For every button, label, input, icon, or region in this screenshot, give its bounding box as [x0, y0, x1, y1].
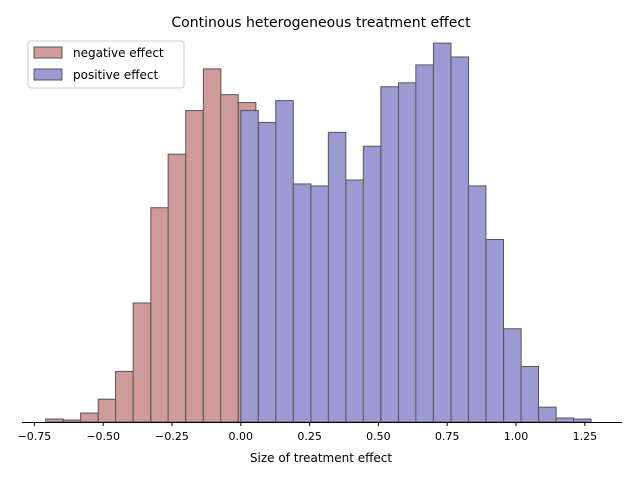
positive-bar-19 — [573, 418, 592, 423]
positive-bar-16 — [520, 365, 539, 423]
x-tick-label: −0.25 — [155, 430, 189, 443]
positive-bar-3 — [292, 183, 312, 423]
negative-bar-4 — [115, 370, 134, 423]
legend-frame — [27, 40, 185, 89]
negative-bar-3 — [97, 398, 117, 423]
x-tick-label: −0.50 — [86, 430, 120, 443]
legend-label-positive: positive effect — [73, 68, 159, 82]
positive-bar-0 — [240, 110, 259, 423]
bars — [45, 42, 592, 423]
positive-bar-17 — [538, 406, 557, 423]
positive-bar-8 — [380, 86, 399, 423]
positive-bar-11 — [432, 42, 452, 423]
positive-bar-13 — [467, 185, 487, 423]
negative-bar-9 — [202, 68, 222, 423]
chart-title: Continous heterogeneous treatment effect — [171, 15, 471, 31]
x-tick-label: −0.75 — [18, 430, 52, 443]
negative-bar-5 — [132, 302, 152, 423]
positive-bar-5 — [327, 131, 347, 423]
legend-swatch-negative — [33, 46, 63, 59]
positive-bar-14 — [485, 238, 505, 423]
x-axis-label: Size of treatment effect — [250, 451, 392, 465]
positive-bar-10 — [415, 64, 434, 423]
positive-bar-7 — [362, 145, 382, 423]
x-tick-label: 0.75 — [435, 430, 460, 443]
x-tick-label: 0.50 — [366, 430, 391, 443]
legend: negative effect positive effect — [27, 40, 185, 89]
x-tick-label: 0.25 — [297, 430, 322, 443]
positive-bar-9 — [398, 82, 417, 423]
negative-bar-1 — [62, 419, 82, 423]
positive-bar-15 — [503, 328, 522, 423]
x-tick-label: 1.25 — [573, 430, 598, 443]
negative-bar-8 — [185, 110, 204, 423]
positive-bar-6 — [345, 179, 364, 423]
negative-bar-7 — [167, 153, 187, 423]
negative-bar-10 — [220, 94, 239, 423]
legend-swatch-positive — [33, 68, 63, 81]
legend-label-negative: negative effect — [73, 46, 164, 60]
positive-bar-12 — [450, 56, 470, 423]
x-tick-label: 1.00 — [504, 430, 529, 443]
positive-bar-18 — [555, 417, 575, 423]
positive-bar-2 — [275, 100, 294, 423]
x-axis-ticks: −0.75 −0.50 −0.25 0.00 0.25 0.50 0.75 1.00 1.25 — [18, 422, 598, 443]
negative-bar-0 — [45, 418, 64, 423]
negative-bar-2 — [80, 412, 99, 423]
negative-bar-6 — [150, 207, 169, 423]
positive-bar-1 — [257, 121, 277, 423]
x-tick-label: 0.00 — [229, 430, 254, 443]
positive-bar-4 — [310, 185, 329, 423]
